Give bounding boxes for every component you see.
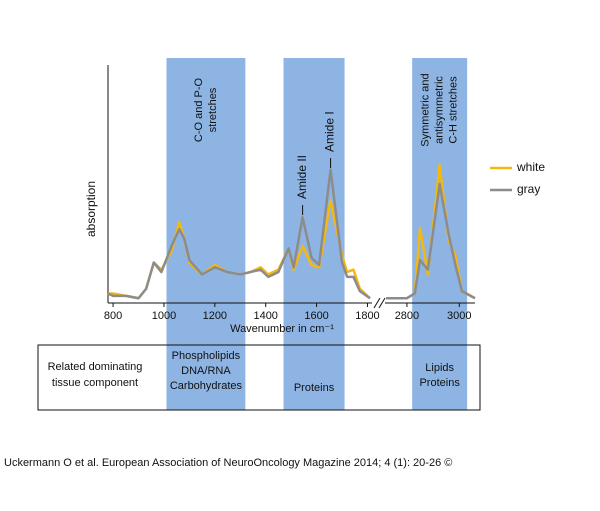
legend-label: gray [517, 182, 540, 196]
band-label: Symmetric and [420, 73, 432, 146]
band-label: C-O and P-O [193, 77, 205, 142]
x-tick-label: 1200 [203, 310, 227, 322]
x-tick-label: 1600 [304, 310, 328, 322]
band-label: stretches [207, 87, 219, 132]
table-header: tissue component [52, 377, 138, 389]
spectrum-line [107, 168, 371, 300]
axis-break [378, 297, 386, 309]
x-tick-label: 1800 [355, 310, 379, 322]
band [166, 58, 246, 410]
table-frame [37, 344, 481, 411]
table-cell: Proteins [294, 382, 335, 394]
table-cell: Lipids [425, 362, 454, 374]
annotation: Amide I [323, 111, 337, 152]
table-cell: DNA/RNA [181, 365, 231, 377]
bands [166, 58, 468, 410]
band [283, 58, 345, 410]
table-header: Related dominating [48, 361, 143, 373]
x-tick-label: 3000 [447, 310, 471, 322]
table-cell: Proteins [419, 377, 460, 389]
x-tick-label: 1000 [152, 310, 176, 322]
table-cell: Carbohydrates [170, 380, 243, 392]
x-tick-label: 1400 [253, 310, 277, 322]
legend-label: white [516, 160, 545, 174]
x-tick-label: 2800 [395, 310, 419, 322]
x-axis-label: Wavenumber in cm⁻¹ [230, 323, 334, 335]
annotation: Amide II [295, 155, 309, 199]
axis-break [373, 297, 381, 309]
source: Uckermann O et al. European Association … [4, 457, 452, 469]
band-label: antisymmetric [434, 76, 446, 144]
x-tick-label: 800 [104, 310, 122, 322]
y-axis-label: absorption [84, 181, 98, 237]
band-label: C-H stretches [448, 76, 460, 144]
spectrum-line [386, 182, 476, 300]
table-cell: Phospholipids [172, 350, 241, 362]
